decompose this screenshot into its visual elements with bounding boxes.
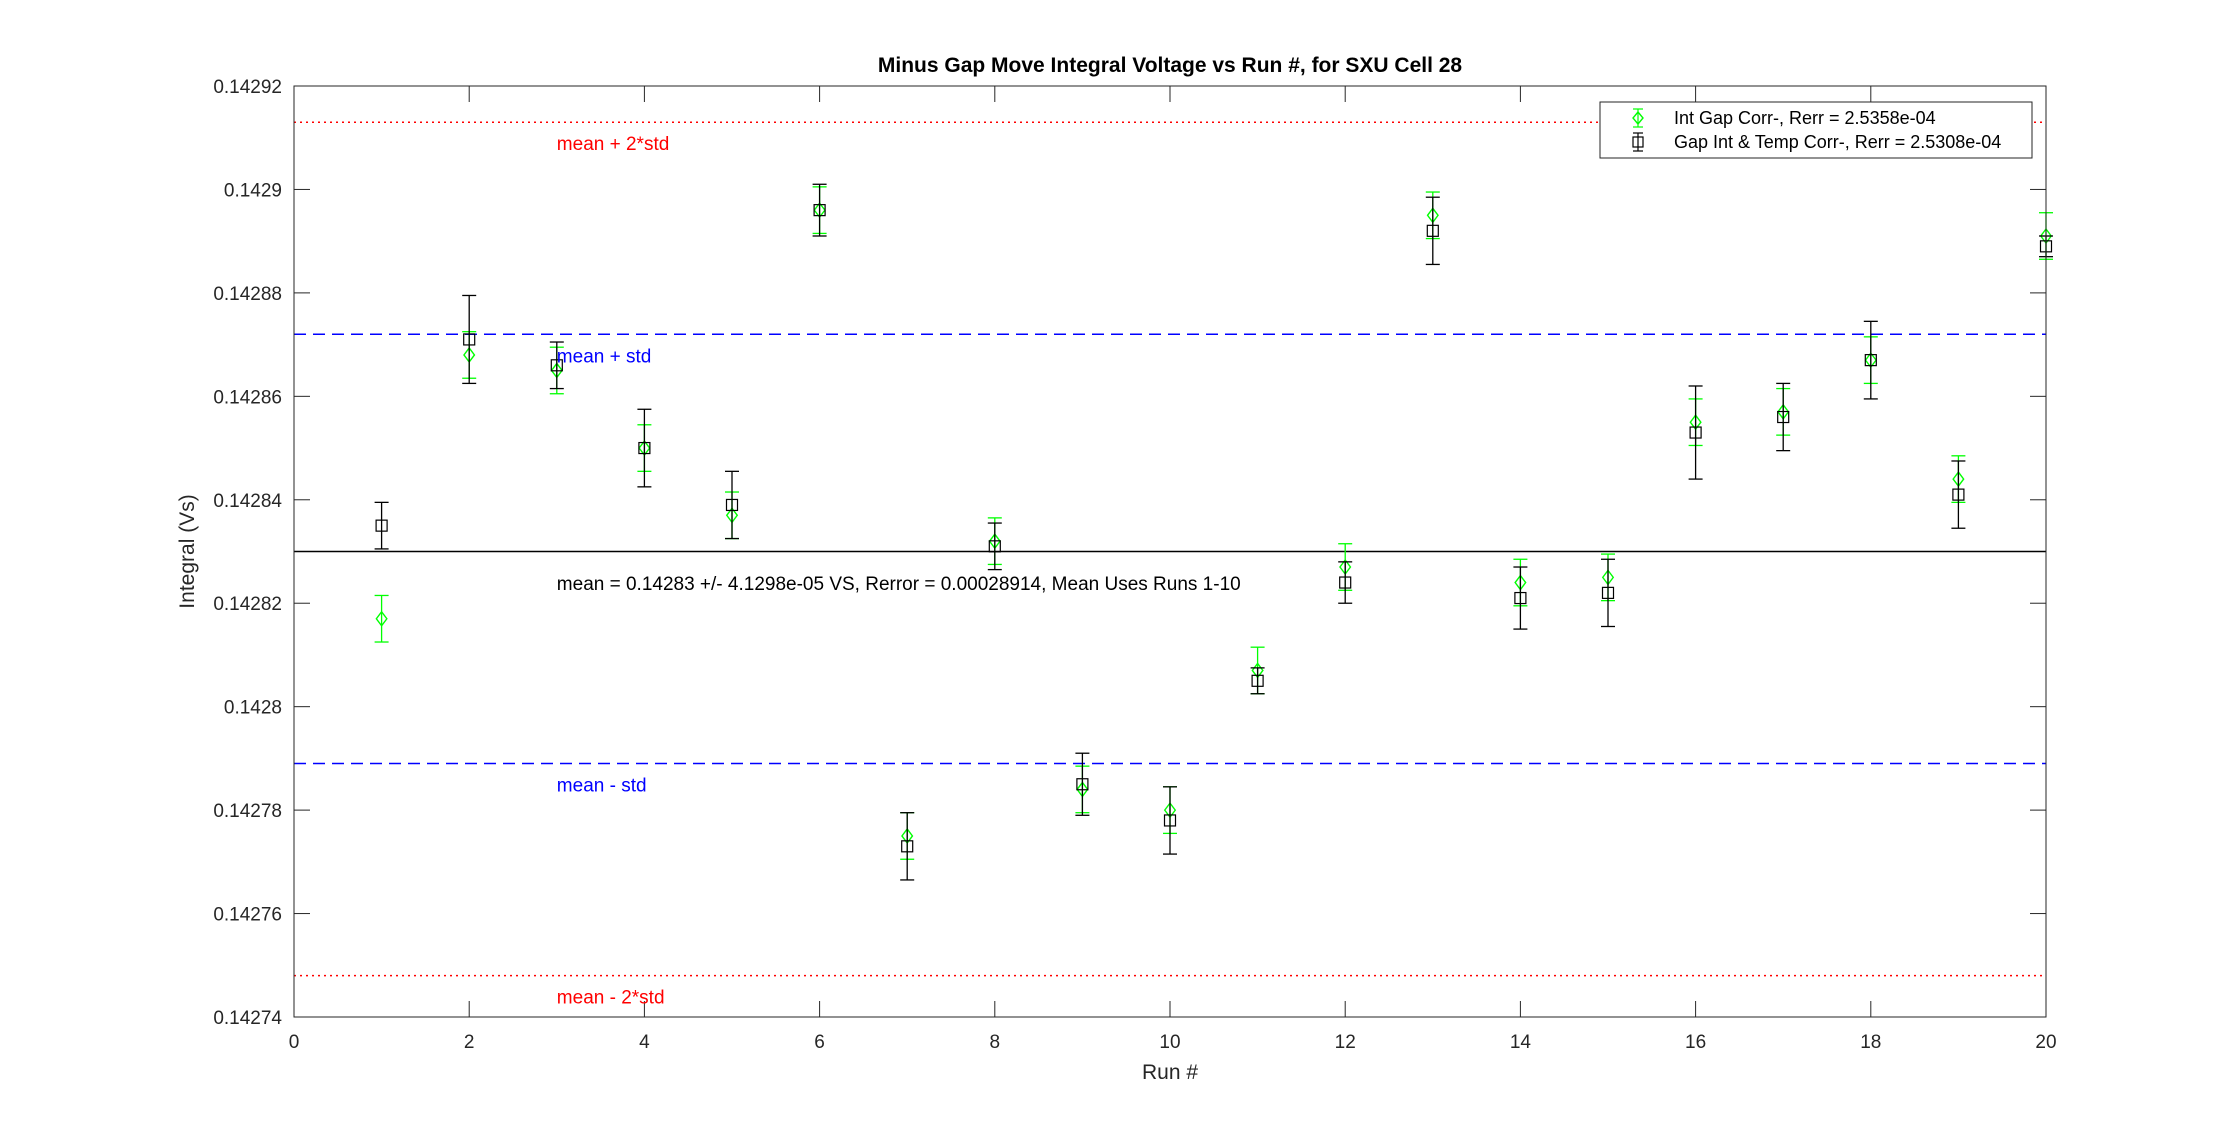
x-tick-label: 20 — [2035, 1032, 2056, 1053]
reference-line-label: mean + 2*std — [557, 134, 670, 155]
y-tick-label: 0.1429 — [224, 180, 282, 201]
data-point — [988, 540, 1001, 553]
data-point — [375, 610, 388, 627]
mean-annotation: mean = 0.14283 +/- 4.1298e-05 VS, Rerror… — [557, 574, 1241, 595]
x-tick-label: 14 — [1510, 1032, 1532, 1053]
legend: Int Gap Corr-, Rerr = 2.5358e-04 Gap Int … — [1599, 101, 2033, 159]
data-point — [463, 333, 476, 346]
data-point — [638, 441, 651, 455]
reference-line-label: mean - std — [557, 776, 647, 797]
x-tick-label: 4 — [639, 1032, 650, 1053]
x-tick-label: 8 — [990, 1032, 1001, 1053]
legend-marker — [1632, 136, 1644, 148]
data-point — [1076, 778, 1089, 791]
legend-box — [1599, 101, 2033, 159]
data-point — [1339, 576, 1352, 589]
data-point — [1864, 354, 1877, 367]
x-tick-label: 6 — [814, 1032, 825, 1053]
data-point — [1163, 814, 1177, 827]
chart-title: Minus Gap Move Integral Voltage vs Run #… — [878, 54, 1463, 77]
y-tick-label: 0.14278 — [213, 801, 282, 822]
reference-line-label: mean + std — [557, 346, 652, 367]
data-point — [1426, 224, 1439, 237]
y-tick-label: 0.14276 — [213, 905, 282, 926]
data-point — [901, 840, 914, 853]
y-tick-label: 0.14282 — [213, 594, 282, 615]
data-point — [550, 359, 563, 372]
y-tick-label: 0.14284 — [213, 491, 282, 512]
x-tick-label: 0 — [289, 1032, 300, 1053]
data-point — [813, 204, 826, 217]
y-axis-label: Integral (Vs) — [176, 494, 199, 608]
y-tick-label: 0.14292 — [213, 77, 282, 98]
x-tick-label: 2 — [464, 1032, 475, 1053]
reference-line-label: mean - 2*std — [557, 988, 665, 1009]
x-tick-label: 16 — [1685, 1032, 1706, 1053]
series-layer — [374, 183, 2053, 881]
data-point — [1251, 674, 1264, 687]
series-square — [374, 183, 2053, 881]
reference-lines — [294, 121, 2046, 977]
data-point — [1952, 488, 1965, 501]
data-point — [725, 498, 739, 512]
legend-entry: Int Gap Corr-, Rerr = 2.5358e-04 — [1674, 108, 1936, 128]
ticks: 0 2 4 6 8 10 12 14 16 18 20 0.14274 0.14276 0.14278 0.… — [213, 77, 2056, 1053]
x-tick-label: 12 — [1335, 1032, 1356, 1053]
data-point — [1689, 426, 1702, 439]
data-point — [1777, 410, 1790, 424]
legend-entry: Gap Int & Temp Corr-, Rerr = 2.5308e-04 — [1674, 132, 2001, 152]
y-tick-label: 0.14288 — [213, 284, 282, 305]
data-point — [1601, 586, 1615, 599]
x-axis-label: Run # — [1142, 1061, 1198, 1084]
y-tick-label: 0.14274 — [213, 1008, 282, 1029]
y-tick-label: 0.14286 — [213, 387, 282, 408]
data-point — [1514, 591, 1527, 605]
legend-marker — [1632, 110, 1644, 126]
data-point — [375, 519, 388, 532]
x-tick-label: 10 — [1159, 1032, 1180, 1053]
y-tick-label: 0.1428 — [224, 698, 282, 719]
reference-labels: mean + 2*std mean + std mean - std mean - 2… — [557, 134, 670, 1008]
x-tick-label: 18 — [1860, 1032, 1881, 1053]
